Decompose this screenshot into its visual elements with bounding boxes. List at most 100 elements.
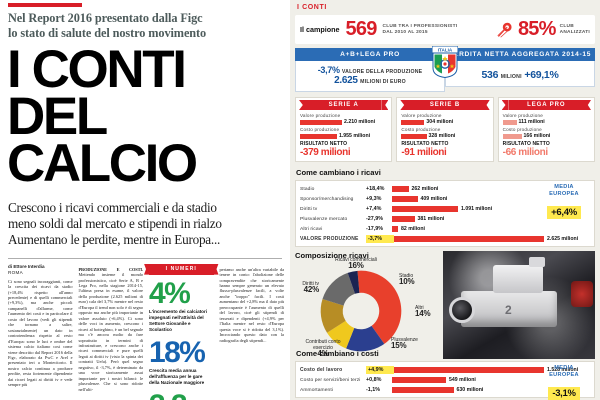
costs-avg-label-2: EUROPEA [549,371,579,378]
subhead-line-3: Aumentano le perdite, mentre in Europa..… [8,232,221,248]
bar-percent-label: -3,7% [366,235,394,243]
donut-slice [357,270,402,344]
league-cost-bar-row: 328 milioni [401,133,488,139]
svg-text:ITALIA: ITALIA [438,47,453,52]
kicker-line-1: Nel Report 2016 presentato dalla Figc [8,11,203,25]
bar-fill [392,377,446,383]
camera-top-unit [493,265,543,293]
numbers-value-3: 3,2 [149,390,214,400]
donut-slice [346,325,385,352]
donut-slice-value: 14% [415,309,431,318]
revenue-composition-section: Composizione ricavi 2 Diritti tv 42% Ricav… [295,251,595,359]
donut-slice [320,299,346,333]
dateline: ROMA [8,269,23,275]
bar-category-label: Ammortamenti [300,387,333,393]
league-production-bar-row: 2.210 milioni [300,119,387,125]
numbers-box-flag: I NUMERI [149,263,214,275]
league-net-label: RISULTATO NETTO [401,141,449,147]
revenues-european-average: MEDIA EUROPEA +6,4% [538,184,590,220]
clubs-count: 569 [345,18,378,40]
bar-percent-label: +7,4% [366,206,382,212]
sample-row: Il campione 569 CLUB TRA I PROFESSIONIST… [295,15,595,44]
article-body-2: PRODUZIONE E COSTI. Mettendo insieme il … [79,267,144,392]
bar-category-label: VALORE PRODUZIONE [300,236,359,242]
production-value: 2.625 [334,75,358,86]
chart-bar-row: Ammortamenti -1,1% 630 milioni [300,385,590,395]
production-delta: -3,7% [317,65,340,75]
camera-lens [449,297,475,323]
bar-value-label: 549 milioni [449,377,476,383]
donut-callout-label: Contributi conto esercizio 4% [301,339,345,358]
byline-author: di Ettore Interdia [8,263,45,269]
donut-slice-value: 15% [391,341,407,350]
net-loss-row: 536 MILIONI +69,1% [446,65,594,81]
headline-line-1: I CONTI [7,40,187,99]
league-name: SERIE A [306,100,382,110]
composition-title: Composizione ricavi [295,251,369,260]
costs-avg-label-1: MEDIA [554,365,574,371]
chart-bar-row: Plusvalenze mercato -27,9% 381 milioni [300,214,590,224]
bar-fill [392,216,415,222]
clubs-analyzed-caption: CLUB ANALIZZATI [560,24,590,36]
league-cost-value: 1.955 milioni [338,133,371,139]
league-cost-label: Costo produzione [502,127,542,132]
chart-bar-row: Costo del lavoro +4,9% 1.528 milioni [300,365,590,375]
league-production-label: Valore produzione [502,113,544,118]
chart-bar-row: VALORE PRODUZIONE -3,7% 2.625 milioni [300,234,590,244]
league-cost-value: 166 milioni [523,133,551,139]
camera-connector [529,257,545,267]
numbers-value-2: 18% [149,335,206,369]
bar-value-label: 1.528 milioni [547,367,579,373]
bar-value-label: 1.091 milioni [461,206,493,212]
article-body-3: periamo anche un'altra variabile da tene… [219,266,285,343]
net-loss-value: 536 [481,69,499,81]
donut-slice-value: 16% [348,261,364,270]
sample-label: Il campione [300,25,340,34]
league-production-bar-row: 111 milioni [502,119,590,125]
byline: di Ettore Interdia ROMA [8,264,73,276]
league-production-value: 111 milioni [518,119,545,125]
donut-slice-name: Altri [415,305,424,311]
figc-italia-badge-icon: ITALIA [432,46,458,78]
production-value-block: A+B+LEGA PRO -3,7% VALORE DELLA PRODUZIO… [295,48,445,92]
net-loss-delta: +69,1% [524,69,559,81]
league-production-bar [401,119,425,125]
league-net-value: -379 milioni [300,147,351,158]
bar-fill [392,387,454,393]
donut-slice-name: Diritti tv [302,281,319,287]
subheadline: Crescono i ricavi commerciali e da stadi… [6,200,284,249]
net-loss-body: 536 MILIONI +69,1% [445,61,595,87]
bar-category-label: Stadio [300,186,315,192]
production-value-caption: MILIONI DI EURO [360,79,406,85]
league-net-value: -91 milioni [401,147,447,158]
league-cost-bar [401,133,427,139]
bar-fill [392,206,458,212]
league-cost-bar-row: 1.955 milioni [300,133,387,139]
article-columns: di Ettore Interdia ROMA Ci sono segnali … [6,263,285,400]
kicker-line-2: lo stato di salute del nostro movimento [8,25,207,40]
net-loss-header: PERDITA NETTA AGGREGATA 2014-15 [445,48,595,61]
article-column-2: PRODUZIONE E COSTI. Mettendo insieme il … [79,264,144,400]
league-production-bar-row: 304 milioni [401,119,488,125]
bar-percent-label: -1,1% [366,387,381,393]
panel-title: I CONTI [297,4,327,11]
subhead-line-2: meno soldi dal mercato e stipendi in ria… [8,216,222,232]
donut-slice-value: 10% [399,277,415,286]
chart-bar-row: Costo per servizi/beni terzi +0,8% 549 mil… [300,375,590,385]
league-net-value: -66 milioni [502,147,548,158]
bar-value-label: 381 milioni [417,216,445,222]
donut-slice-name: Stadio [399,273,414,279]
donut-callout-label: Plusvalenze 15% [391,337,433,350]
donut-slice-name: Contributi conto esercizio [305,339,341,351]
league-card: LEGA PRO Valore produzione 111 milioni Cost… [497,97,595,162]
stats-panel: I CONTI Il campione 569 CLUB TRA I PROFE… [290,0,600,400]
costs-avg-value: -3,1% [548,387,580,400]
net-loss-block: PERDITA NETTA AGGREGATA 2014-15 536 MILI… [445,48,595,92]
subhead-line-1: Crescono i ricavi commerciali e da stadi… [8,200,217,215]
bar-category-label: Costo per servizi/beni terzi [300,377,361,383]
league-card: SERIE B Valore produzione 304 milioni Costo… [396,97,494,162]
numbers-box: I NUMERI 4% L'incremento dei calciatori … [149,263,214,400]
divider [8,257,282,259]
league-cost-value: 328 milioni [428,133,456,139]
